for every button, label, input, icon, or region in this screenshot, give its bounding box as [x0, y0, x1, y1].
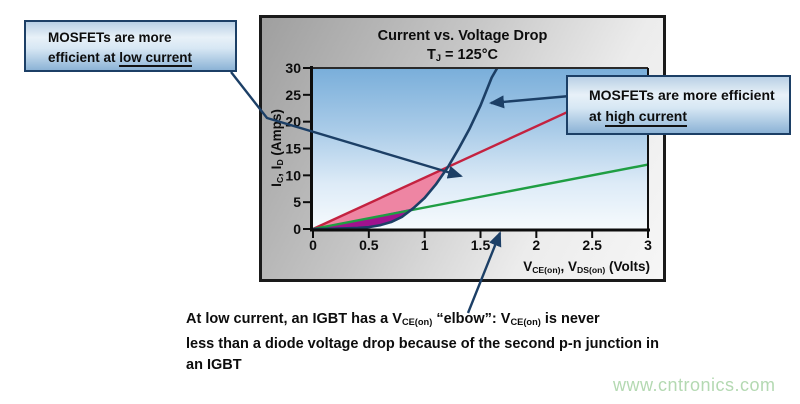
- callout-low-line1: MOSFETs are more: [48, 30, 172, 45]
- x-tick-label: 1: [421, 237, 429, 253]
- text-run: is never: [540, 311, 600, 327]
- subscript-text: CE(on): [401, 317, 433, 328]
- callout-low-line2: efficient at low current: [48, 48, 235, 67]
- bottom-note-line2: less than a diode voltage drop because o…: [186, 334, 686, 356]
- leader-line-high-current-arrow: [489, 94, 571, 109]
- subscript-text: CE(on): [510, 317, 541, 328]
- bottom-note: At low current, an IGBT has a VCE(on) “e…: [186, 309, 686, 377]
- x-tick-label: 0: [309, 237, 317, 253]
- x-tick-label: 0.5: [359, 237, 379, 253]
- x-tick-label: 2: [532, 237, 540, 253]
- subscript-text: DS(on): [576, 264, 606, 275]
- x-tick-label: 3: [644, 237, 652, 253]
- text-run: an IGBT: [186, 357, 242, 374]
- y-tick-label: 25: [285, 87, 301, 103]
- underlined-text: low current: [119, 49, 193, 67]
- subscript-text: J: [435, 53, 441, 64]
- text-run: at: [589, 108, 606, 124]
- series-igbt-curve: [312, 67, 499, 231]
- text-run: At low current, an IGBT has a V: [186, 311, 402, 327]
- callout-high-line1: MOSFETs are more efficient: [589, 87, 775, 103]
- y-tick-label: 15: [285, 141, 301, 157]
- callout-low-current: MOSFETs are more efficient at low curren…: [24, 20, 237, 72]
- y-tick-label: 5: [293, 194, 301, 210]
- y-tick-label: 0: [293, 221, 301, 237]
- chart-title: Current vs. Voltage Drop: [377, 28, 548, 44]
- series-mosfet-green-line: [312, 163, 649, 231]
- chart-title-block: Current vs. Voltage Drop TJ = 125°C: [259, 27, 666, 68]
- x-tick-label: 1.5: [471, 237, 491, 253]
- text-run: , V: [560, 259, 577, 274]
- text-run: T: [426, 47, 436, 63]
- text-run: (Volts): [605, 259, 650, 274]
- leader-line-low-current-arrow: [230, 71, 463, 179]
- text-run: efficient at: [48, 49, 120, 65]
- text-run: less than a diode voltage drop because o…: [186, 335, 659, 352]
- x-axis-label: VCE(on), VDS(on) (Volts): [440, 259, 650, 275]
- y-tick-label: 10: [285, 167, 301, 183]
- underlined-text: high current: [605, 108, 688, 127]
- chart-subtitle: TJ = 125°C: [259, 46, 666, 68]
- x-tick-label: 2.5: [582, 237, 602, 253]
- bottom-note-line3: an IGBT: [186, 355, 686, 377]
- y-tick-label: 30: [285, 60, 301, 76]
- leader-line-elbow-arrow: [466, 231, 502, 314]
- text-run: V: [523, 259, 533, 274]
- bottom-note-line1: At low current, an IGBT has a VCE(on) “e…: [186, 309, 686, 334]
- callout-high-line2: at high current: [589, 106, 789, 127]
- text-run: = 125°C: [441, 47, 498, 63]
- subscript-text: CE(on): [532, 264, 561, 275]
- text-run: “elbow”: V: [432, 311, 511, 327]
- watermark: www.cntronics.com: [613, 375, 776, 395]
- callout-high-current: MOSFETs are more efficient at high curre…: [566, 75, 791, 135]
